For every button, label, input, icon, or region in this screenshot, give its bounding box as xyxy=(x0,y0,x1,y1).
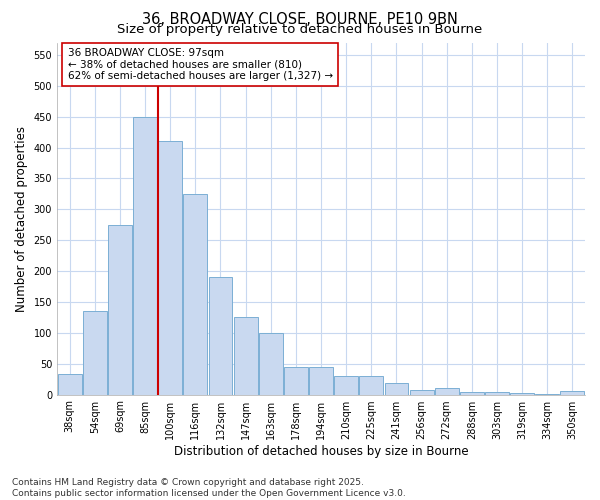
Bar xyxy=(560,391,584,394)
Bar xyxy=(284,367,308,394)
Bar xyxy=(108,224,132,394)
X-axis label: Distribution of detached houses by size in Bourne: Distribution of detached houses by size … xyxy=(174,444,469,458)
Bar xyxy=(334,376,358,394)
Bar xyxy=(133,116,157,394)
Bar xyxy=(184,194,207,394)
Bar xyxy=(385,384,409,394)
Bar xyxy=(209,277,232,394)
Bar xyxy=(309,367,333,394)
Bar xyxy=(435,388,458,394)
Bar xyxy=(158,142,182,394)
Text: 36, BROADWAY CLOSE, BOURNE, PE10 9BN: 36, BROADWAY CLOSE, BOURNE, PE10 9BN xyxy=(142,12,458,28)
Bar xyxy=(233,318,257,394)
Bar xyxy=(259,333,283,394)
Bar xyxy=(485,392,509,394)
Bar xyxy=(410,390,434,394)
Text: 36 BROADWAY CLOSE: 97sqm
← 38% of detached houses are smaller (810)
62% of semi-: 36 BROADWAY CLOSE: 97sqm ← 38% of detach… xyxy=(68,48,333,81)
Bar xyxy=(58,374,82,394)
Text: Size of property relative to detached houses in Bourne: Size of property relative to detached ho… xyxy=(118,22,482,36)
Text: Contains HM Land Registry data © Crown copyright and database right 2025.
Contai: Contains HM Land Registry data © Crown c… xyxy=(12,478,406,498)
Bar xyxy=(83,311,107,394)
Bar xyxy=(460,392,484,394)
Y-axis label: Number of detached properties: Number of detached properties xyxy=(15,126,28,312)
Bar xyxy=(359,376,383,394)
